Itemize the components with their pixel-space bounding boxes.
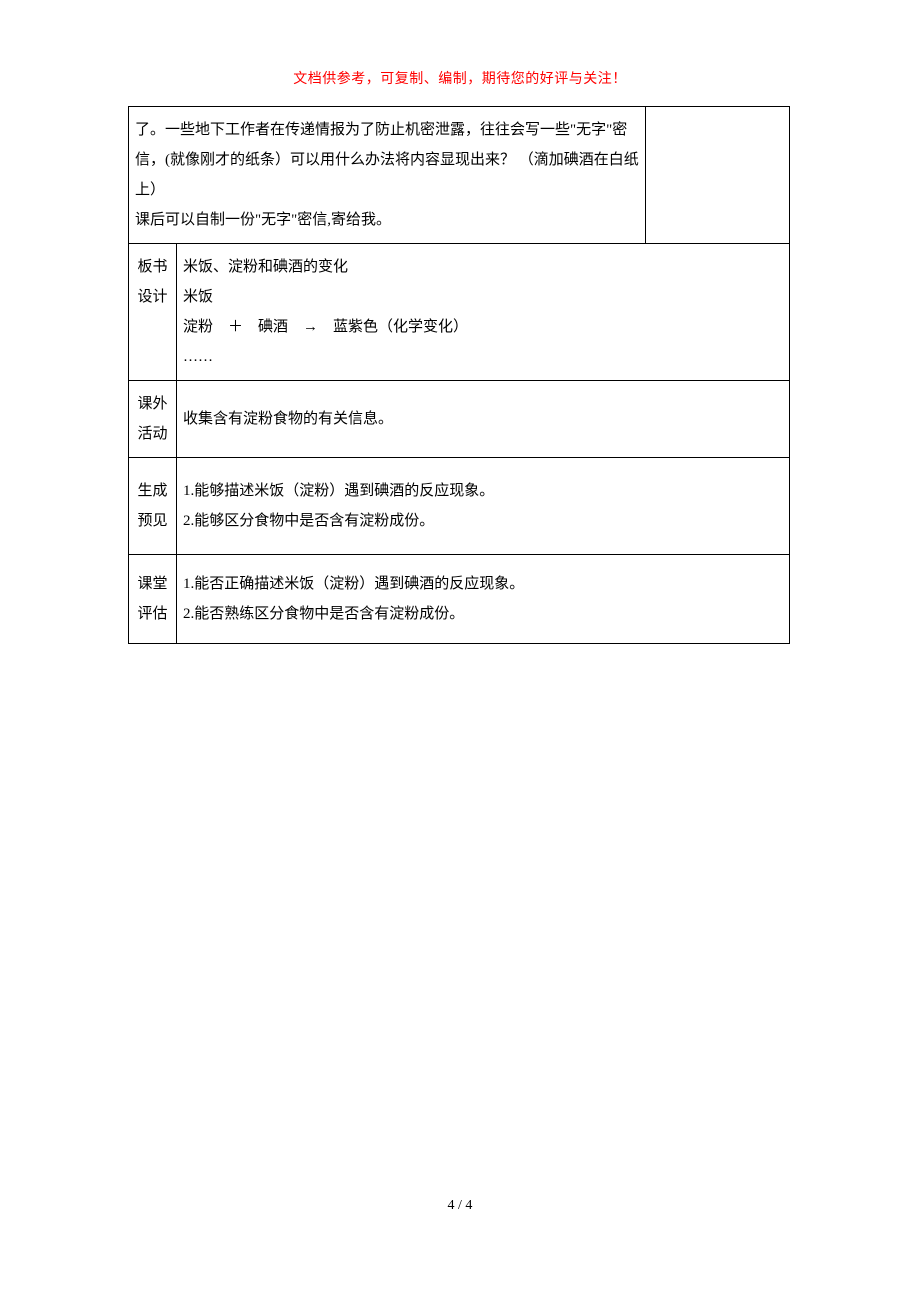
table-row: 课堂评估 1.能否正确描述米饭（淀粉）遇到碘酒的反应现象。 2.能否熟练区分食物… — [129, 555, 790, 644]
activity-content-cell: 了。一些地下工作者在传递情报为了防止机密泄露，往往会写一些"无字"密信，(就像刚… — [129, 107, 646, 244]
class-evaluation-label: 课堂评估 — [129, 555, 177, 644]
table-row: 板书设计 米饭、淀粉和碘酒的变化 米饭 淀粉 ＋ 碘酒 → 蓝紫色（化学变化） … — [129, 244, 790, 381]
header-note: 文档供参考，可复制、编制，期待您的好评与关注！ — [0, 68, 920, 88]
extra-activity-content: 收集含有淀粉食物的有关信息。 — [177, 381, 790, 458]
table-row: 课外活动 收集含有淀粉食物的有关信息。 — [129, 381, 790, 458]
table-row: 生成预见 1.能够描述米饭（淀粉）遇到碘酒的反应现象。 2.能够区分食物中是否含… — [129, 458, 790, 555]
class-evaluation-content: 1.能否正确描述米饭（淀粉）遇到碘酒的反应现象。 2.能否熟练区分食物中是否含有… — [177, 555, 790, 644]
side-cell — [646, 107, 790, 244]
extra-activity-label: 课外活动 — [129, 381, 177, 458]
board-design-content: 米饭、淀粉和碘酒的变化 米饭 淀粉 ＋ 碘酒 → 蓝紫色（化学变化） …… — [177, 244, 790, 381]
table-row: 了。一些地下工作者在传递情报为了防止机密泄露，往往会写一些"无字"密信，(就像刚… — [129, 107, 790, 244]
board-design-label: 板书设计 — [129, 244, 177, 381]
generation-forecast-label: 生成预见 — [129, 458, 177, 555]
lesson-plan-table: 了。一些地下工作者在传递情报为了防止机密泄露，往往会写一些"无字"密信，(就像刚… — [128, 106, 790, 644]
page-number: 4 / 4 — [0, 1198, 920, 1214]
generation-forecast-content: 1.能够描述米饭（淀粉）遇到碘酒的反应现象。 2.能够区分食物中是否含有淀粉成份… — [177, 458, 790, 555]
